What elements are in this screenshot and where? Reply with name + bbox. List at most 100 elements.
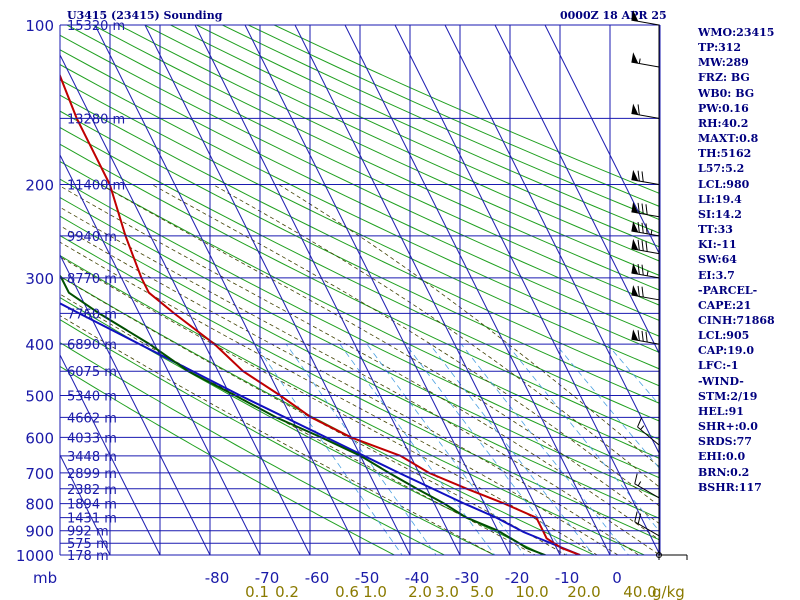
index-item: MAXT:0.8	[698, 132, 759, 146]
temperature-tick-label: -30	[455, 569, 480, 587]
pressure-tick-label: 500	[25, 387, 54, 405]
moist-adiabat	[278, 184, 660, 468]
index-item: SRDS:77	[698, 435, 752, 449]
surface-wind-marker	[656, 552, 662, 558]
wind-barb	[631, 10, 660, 26]
mixing-ratio-line	[339, 343, 496, 555]
pressure-tick-label: 200	[25, 177, 54, 195]
index-item: FRZ: BG	[698, 71, 750, 85]
dry-adiabat	[118, 25, 660, 277]
dewpoint-line	[60, 274, 547, 555]
index-item: LI:19.4	[698, 192, 742, 206]
height-label: 992 m	[67, 525, 109, 540]
dry-adiabat	[60, 196, 660, 499]
wind-barb	[631, 263, 660, 279]
mixing-ratio-label: 5.0	[470, 583, 494, 600]
stability-indices-list: WMO:23415 TP:312 MW:289 FRZ: BG WB0: BG PW:0.…	[698, 25, 775, 495]
index-item: -PARCEL-	[698, 283, 758, 297]
dry-adiabat	[60, 64, 660, 354]
index-item: KI:-11	[698, 238, 737, 252]
isotherm	[60, 453, 111, 555]
dry-adiabat	[144, 25, 660, 262]
wind-barb	[631, 202, 660, 218]
mixing-ratio-line	[506, 343, 660, 533]
dry-adiabat	[60, 143, 660, 441]
index-item: TP:312	[698, 41, 742, 55]
mixing-ratio-line	[254, 343, 403, 555]
temperature-tick-label: -50	[355, 569, 380, 587]
chart-title-station: U3415 (23415) Sounding	[67, 9, 223, 22]
index-item: TH:5162	[698, 147, 752, 161]
isotherm	[244, 25, 511, 555]
index-item: EI:3.7	[698, 268, 735, 282]
dry-adiabat	[60, 160, 660, 460]
dry-adiabat	[60, 79, 660, 370]
pressure-tick-label: 1000	[16, 547, 54, 565]
isotherm	[294, 25, 561, 555]
index-item: EHI:0.0	[698, 450, 746, 464]
mixing-ratio-line	[405, 343, 568, 555]
index-item: PW:0.16	[698, 101, 749, 115]
index-item: STM:2/19	[698, 389, 758, 403]
isotherm	[60, 353, 161, 555]
isotherm	[94, 25, 361, 555]
wind-barb	[631, 169, 660, 186]
temperature-tick-label: 0	[612, 569, 622, 587]
index-item: MW:289	[698, 56, 749, 70]
wind-barb	[631, 285, 660, 301]
isotherm	[394, 25, 660, 555]
index-item: SI:14.2	[698, 207, 742, 221]
index-item: HEL:91	[698, 404, 744, 418]
mixing-ratio-label: 3.0	[435, 583, 459, 600]
dry-adiabat	[60, 319, 496, 555]
height-label: 1431 m	[67, 512, 117, 527]
isotherm	[494, 25, 660, 357]
mixing-ratio-label: 0.6	[335, 583, 359, 600]
isotherm	[60, 153, 261, 555]
moist-adiabat	[212, 184, 660, 489]
index-item: LFC:-1	[698, 359, 739, 373]
dry-adiabat	[60, 296, 546, 555]
height-label: 5340 m	[67, 389, 117, 404]
wind-barb	[637, 417, 660, 446]
height-label: 6890 m	[67, 338, 117, 353]
height-label: 4662 m	[67, 411, 117, 426]
wind-barb	[634, 511, 660, 537]
height-label: 9940 m	[67, 230, 117, 245]
dry-adiabat	[60, 34, 660, 322]
mixing-ratio-line	[285, 343, 437, 555]
wind-barb	[631, 52, 660, 68]
temperature-tick-label: -70	[255, 569, 280, 587]
pressure-tick-label: 800	[25, 496, 54, 514]
dry-adiabat	[60, 254, 646, 555]
dry-adiabat	[60, 126, 660, 422]
dry-adiabat	[92, 25, 660, 291]
isotherm	[544, 25, 660, 257]
index-item: CAPE:21	[698, 298, 752, 312]
pressure-tick-label: 300	[25, 270, 54, 288]
temperature-tick-label: -10	[555, 569, 580, 587]
height-label: 4033 m	[67, 431, 117, 446]
wind-barb	[659, 554, 688, 560]
mixing-ratio-unit: g/kg	[652, 583, 685, 600]
dry-adiabat	[60, 365, 396, 555]
dry-adiabat	[60, 110, 660, 405]
index-item: RH:40.2	[698, 116, 749, 130]
mixing-ratio-label: 1.0	[363, 583, 387, 600]
isotherm	[444, 25, 660, 457]
index-item: WMO:23415	[698, 26, 775, 39]
temperature-tick-label: -40	[405, 569, 430, 587]
isotherm	[60, 253, 211, 555]
index-item: -WIND-	[698, 374, 744, 388]
dry-adiabat	[60, 235, 660, 541]
temperature-tick-label: -20	[505, 569, 530, 587]
isotherm	[60, 53, 311, 555]
height-label: 6075 m	[67, 365, 117, 380]
isotherm	[144, 25, 411, 555]
isotherm	[344, 25, 611, 555]
pressure-tick-label: 100	[25, 17, 54, 35]
pressure-unit-label: mb	[33, 569, 57, 587]
height-label: 1894 m	[67, 498, 117, 513]
pressure-tick-label: 700	[25, 465, 54, 483]
